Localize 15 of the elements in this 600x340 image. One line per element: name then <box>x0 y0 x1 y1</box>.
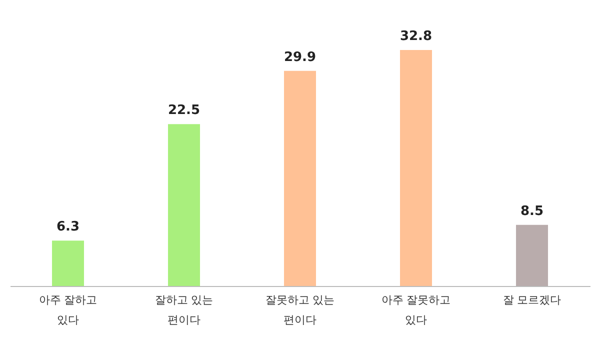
x-tick-label: 아주 잘못하고 있다 <box>381 294 451 326</box>
data-label: 8.5 <box>520 204 544 219</box>
x-tick-label: 잘하고 있는 편이다 <box>154 294 214 326</box>
data-label: 22.5 <box>168 103 200 118</box>
x-tick-label: 잘못하고 있는 편이다 <box>265 294 335 326</box>
x-tick-label: 아주 잘하고 있다 <box>38 294 98 326</box>
data-label: 32.8 <box>400 29 432 44</box>
data-label: 6.3 <box>56 220 80 235</box>
bar <box>284 70 316 286</box>
data-label: 29.9 <box>284 50 316 65</box>
bar <box>52 240 84 286</box>
bar <box>400 50 432 286</box>
x-tick-label: 잘 모르겠다 <box>502 294 562 306</box>
bar <box>516 224 548 286</box>
bar <box>168 124 200 286</box>
